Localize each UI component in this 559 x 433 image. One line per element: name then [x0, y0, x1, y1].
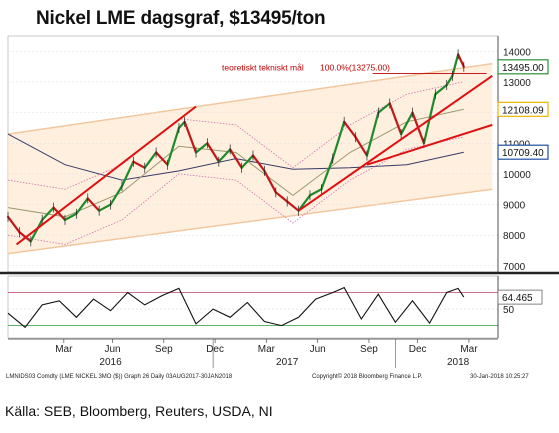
- band-lower-line: [7, 136, 464, 245]
- price-segment: [41, 206, 55, 221]
- price-segment: [434, 83, 448, 96]
- price-segment: [457, 53, 465, 68]
- x-month-label: Mar: [460, 344, 478, 355]
- price-segment: [6, 215, 21, 234]
- price-segment: [274, 191, 289, 203]
- value-tag-label: 10709.40: [502, 148, 544, 159]
- x-year-label: 2017: [276, 357, 299, 368]
- price-segment: [217, 148, 232, 163]
- rsi-value-tag: [497, 289, 543, 305]
- price-segment: [445, 74, 454, 87]
- value-tag: [497, 59, 549, 75]
- rsi-tick-label: 50: [503, 305, 515, 316]
- value-tag-label: 13495.00: [502, 63, 544, 74]
- x-month-label: Mar: [55, 344, 73, 355]
- x-month-label: Dec: [206, 344, 224, 355]
- price-segment: [343, 120, 357, 139]
- price-segment: [143, 151, 158, 169]
- rsi-line: [7, 286, 465, 329]
- footer-right: 30-Jan-2018 10:25:27: [470, 374, 529, 380]
- x-year-label: 2018: [447, 357, 470, 368]
- price-segment: [451, 53, 460, 77]
- target-annotation-value: 100.0%(13275.00): [320, 63, 390, 73]
- x-month-label: Jun: [104, 344, 120, 355]
- y-tick-label: 10000: [503, 170, 531, 181]
- y-tick-label: 8000: [503, 231, 526, 242]
- price-segment: [29, 218, 44, 243]
- price-segment: [206, 142, 220, 163]
- price-segment: [52, 206, 67, 221]
- price-segment: [63, 212, 78, 221]
- price-segment: [194, 142, 209, 154]
- x-month-label: Sep: [360, 344, 378, 355]
- price-segment: [251, 154, 266, 172]
- price-segment: [388, 102, 403, 136]
- price-segment: [297, 194, 312, 212]
- price-segment: [132, 160, 146, 169]
- price-segment: [331, 120, 346, 160]
- price-segment: [86, 197, 101, 212]
- ma-short-line: [7, 108, 464, 218]
- price-segment: [240, 154, 255, 169]
- x-year-label: 2016: [99, 357, 122, 368]
- price-segment: [75, 197, 89, 215]
- channel-lower-line: [7, 188, 493, 255]
- y-tick-label: 7000: [503, 262, 526, 273]
- rsi-value-label: 64.465: [502, 293, 533, 304]
- trendline: [366, 123, 493, 166]
- price-segment: [308, 188, 323, 197]
- price-segment: [155, 151, 169, 166]
- price-segment: [400, 111, 414, 136]
- price-segment: [98, 203, 112, 212]
- trendline: [15, 105, 197, 246]
- price-segment: [183, 120, 198, 154]
- y-tick-label: 13000: [503, 78, 531, 89]
- y-tick-label: 14000: [503, 47, 531, 58]
- x-month-label: Sep: [155, 344, 173, 355]
- price-segment: [109, 185, 124, 206]
- value-tag: [497, 101, 549, 117]
- channel-upper-line: [7, 62, 493, 135]
- source-note: Källa: SEB, Bloomberg, Reuters, USDA, NI: [5, 403, 273, 419]
- value-tag-label: 12108.09: [502, 105, 544, 116]
- chart-title: Nickel LME dagsgraf, $13495/ton: [36, 8, 326, 29]
- price-segment: [229, 148, 243, 169]
- rsi-panel: [7, 275, 499, 339]
- price-segment: [286, 200, 300, 212]
- price-segment: [377, 102, 391, 114]
- footer-middle: Copyright© 2018 Bloomberg Finance L.P.: [312, 373, 423, 380]
- price-segment: [263, 169, 277, 194]
- y-tick-label: 9000: [503, 201, 526, 212]
- value-tag: [497, 144, 549, 160]
- price-segment: [354, 136, 369, 157]
- x-month-label: Jun: [310, 344, 326, 355]
- nickel-chart: teoretiskt tekniskt mål 100.0%(13275.00) …: [0, 35, 559, 380]
- price-segment: [320, 157, 334, 191]
- x-month-label: Mar: [258, 344, 276, 355]
- price-segment: [166, 126, 181, 166]
- price-segment: [365, 111, 380, 157]
- price-segment: [120, 160, 135, 188]
- price-segment: [177, 120, 186, 130]
- x-month-label: Dec: [409, 344, 427, 355]
- footer-left: LMNIDS03 Comdty (LME NICKEL 3MO ($)) Gra…: [6, 374, 233, 380]
- trendline: [298, 75, 493, 212]
- target-annotation-label: teoretiskt tekniskt mål: [222, 63, 304, 73]
